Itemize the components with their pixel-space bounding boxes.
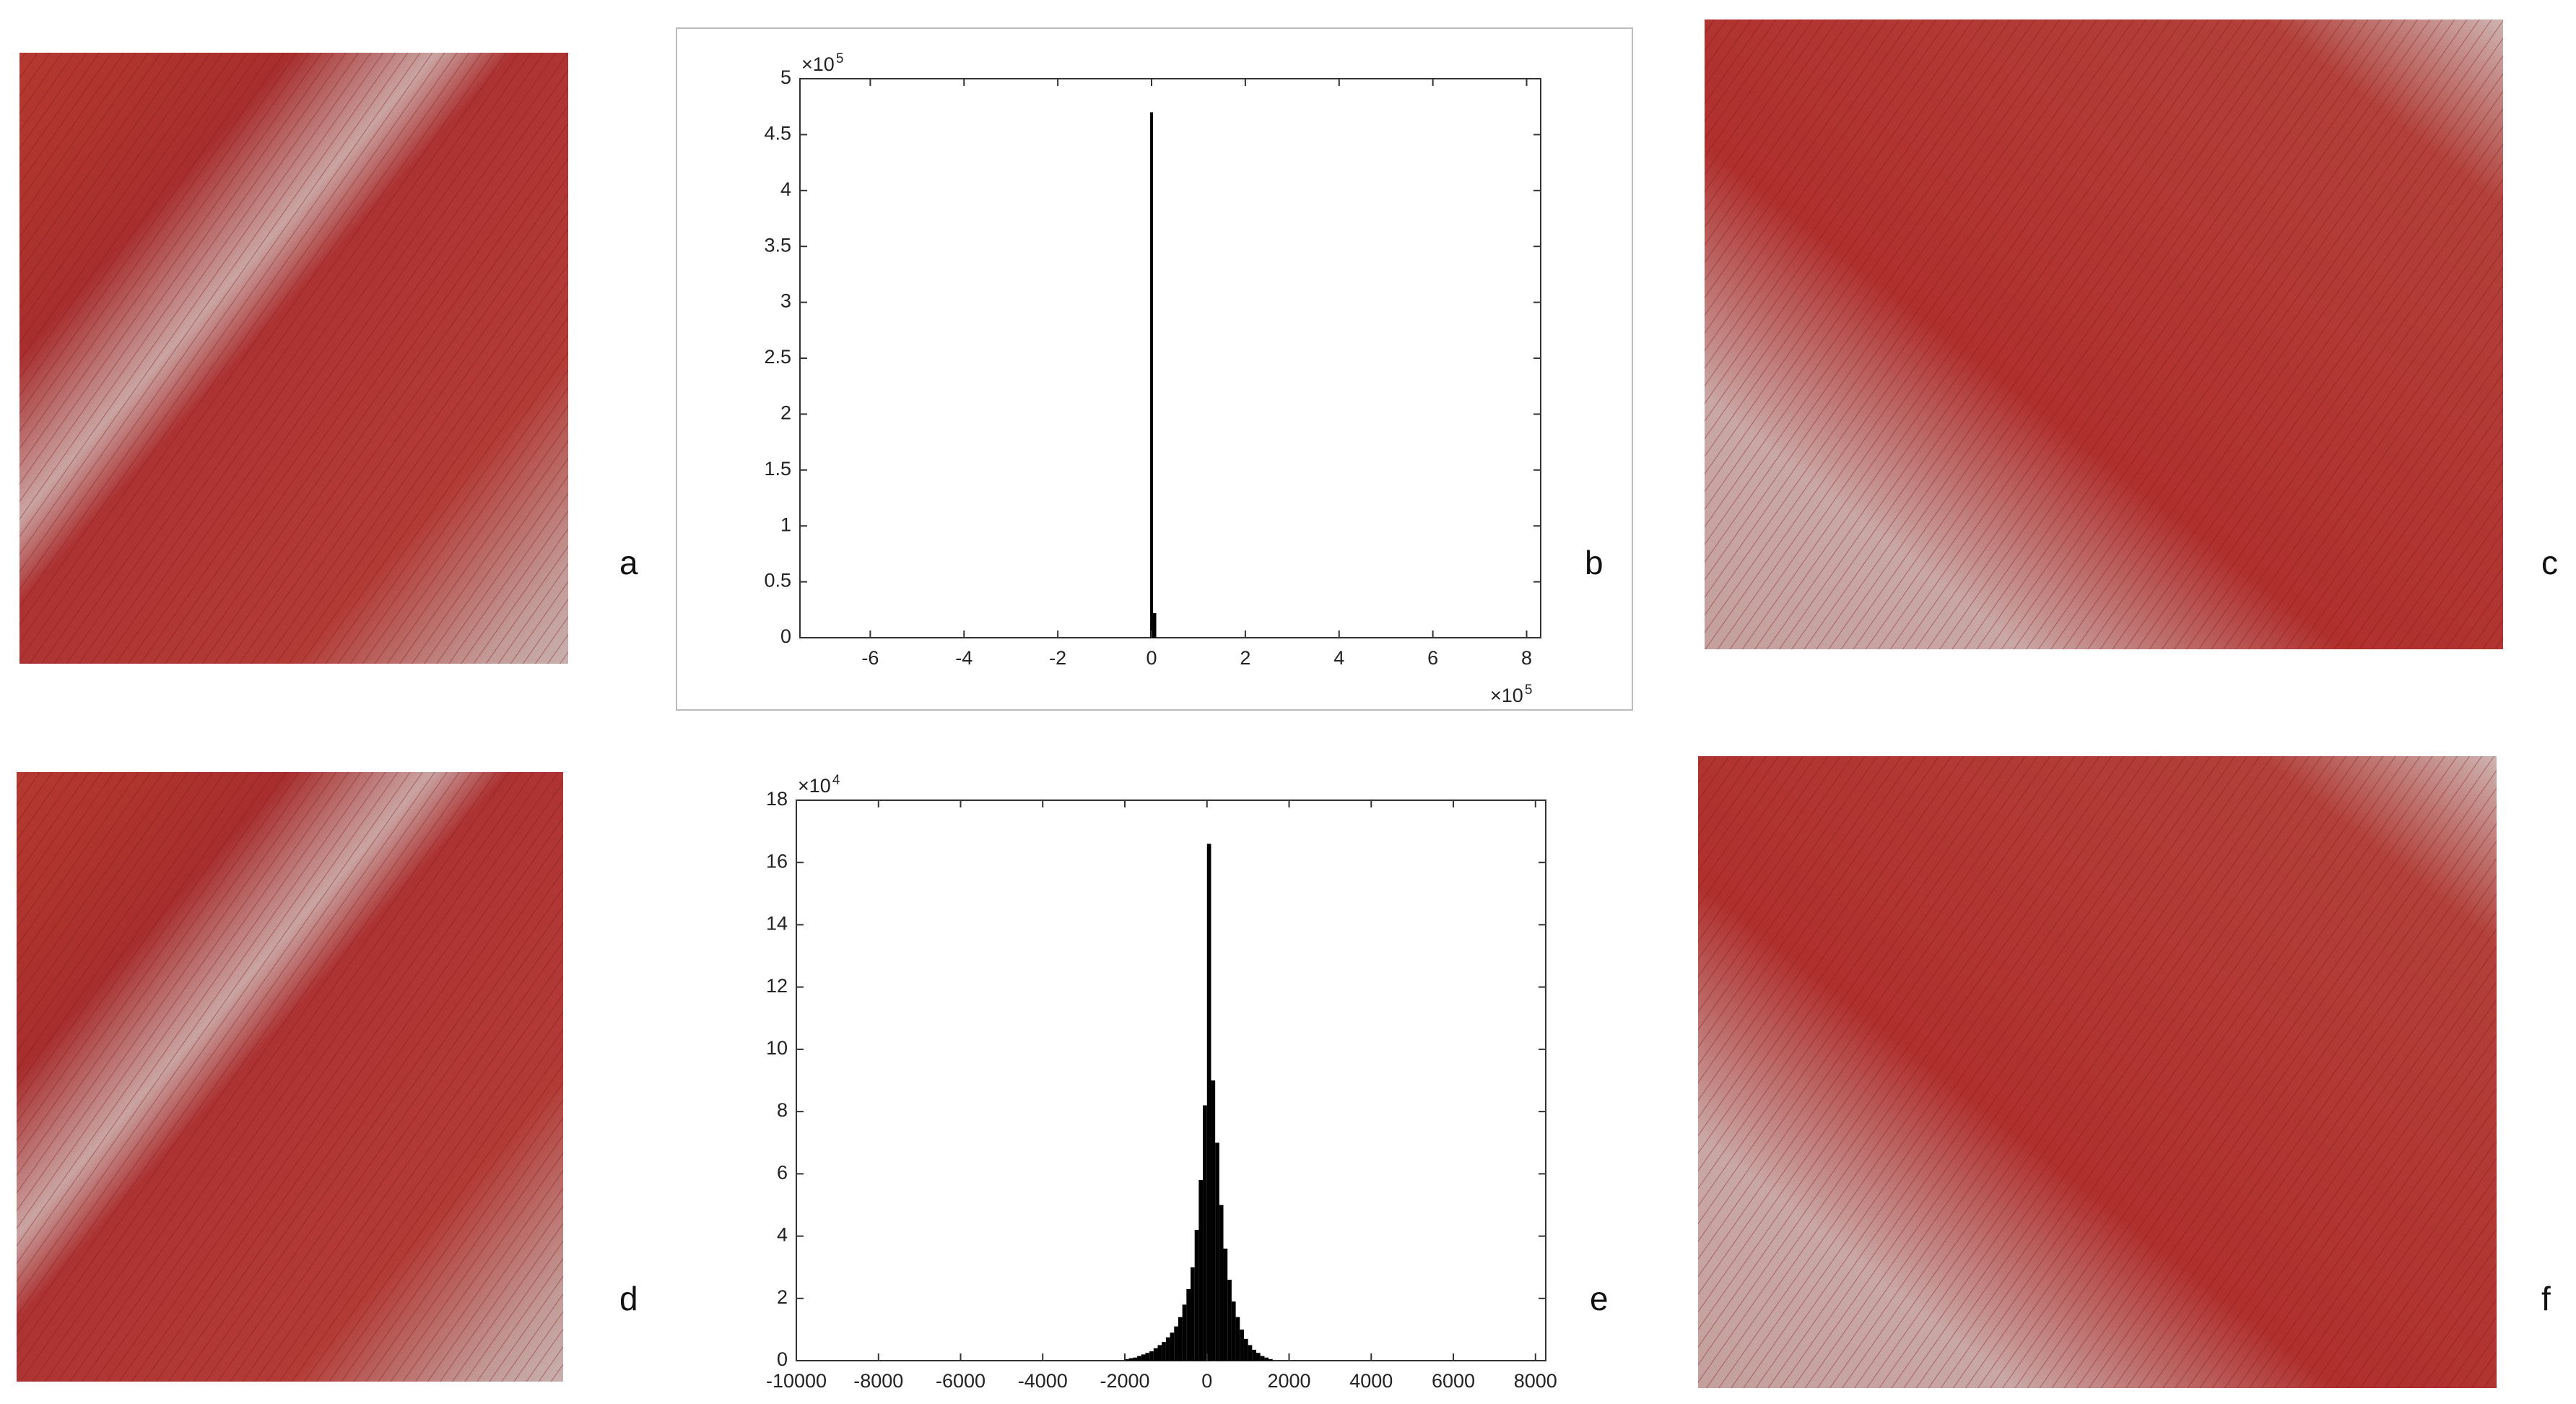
- x-tick-label: 8: [1521, 647, 1532, 669]
- y-tick-label: 2: [777, 1286, 788, 1308]
- panel-label: d: [619, 1280, 638, 1317]
- histogram-bar: [1198, 1179, 1204, 1361]
- y-tick-label: 3: [780, 290, 791, 312]
- y-tick-label: 10: [766, 1037, 788, 1059]
- histogram-bar: [1125, 1358, 1129, 1361]
- histogram-bar: [1157, 1345, 1162, 1361]
- histogram-bar: [1252, 1349, 1257, 1361]
- x-tick-label: 4000: [1349, 1370, 1393, 1392]
- panel-label: f: [2541, 1280, 2551, 1317]
- histogram-bar: [1153, 1348, 1158, 1361]
- histogram-bar: [1145, 1353, 1150, 1361]
- y-tick-label: 0: [777, 1348, 788, 1370]
- histogram-bar: [1256, 1353, 1261, 1361]
- y-tick-label: 1: [780, 514, 791, 535]
- histogram-bar: [1133, 1357, 1138, 1361]
- histogram-bar: [1194, 1229, 1199, 1361]
- histogram-bar: [1206, 844, 1211, 1361]
- y-tick-label: 2: [780, 402, 791, 424]
- x-tick-label: -4: [955, 647, 972, 669]
- histogram-bar: [1227, 1279, 1232, 1361]
- y-tick-label: 12: [766, 975, 788, 997]
- image-d: [17, 772, 563, 1382]
- y-tick-label: 0.5: [764, 570, 791, 592]
- x-tick-label: -2000: [1100, 1370, 1149, 1392]
- axis-multiplier-exponent: 5: [836, 51, 844, 66]
- axis-multiplier-exponent: 4: [832, 773, 840, 788]
- x-tick-label: 6000: [1432, 1370, 1475, 1392]
- x-tick-label: -6000: [936, 1370, 985, 1392]
- histogram-bar: [1211, 1080, 1216, 1361]
- panel-label: c: [2541, 544, 2558, 581]
- histogram-bar: [1203, 1105, 1207, 1361]
- y-tick-label: 3.5: [764, 234, 791, 256]
- y-tick-label: 8: [777, 1099, 788, 1121]
- x-tick-label: -2: [1049, 647, 1066, 669]
- histogram-bar: [1150, 112, 1153, 638]
- y-tick-label: 18: [766, 788, 788, 810]
- y-tick-label: 0: [780, 625, 791, 647]
- y-tick-label: 4: [777, 1224, 788, 1246]
- histogram-bar: [1223, 1248, 1228, 1361]
- histogram-bar: [1186, 1288, 1191, 1361]
- histogram-bar: [1215, 1143, 1219, 1361]
- histogram-bar: [1149, 1351, 1154, 1361]
- histogram-bar: [1170, 1332, 1175, 1361]
- image-a: [19, 53, 568, 664]
- y-tick-label: 16: [766, 850, 788, 872]
- axis-multiplier: ×10: [801, 53, 835, 75]
- image-f: [1698, 756, 2497, 1388]
- histogram-bar: [1248, 1345, 1253, 1361]
- histogram-bar: [1243, 1338, 1248, 1361]
- x-tick-label: -4000: [1018, 1370, 1068, 1392]
- histogram-bar: [1260, 1356, 1265, 1361]
- panel-label: a: [619, 544, 638, 581]
- histogram-bar: [1152, 612, 1157, 638]
- histogram-bar: [1191, 1267, 1195, 1361]
- histogram-bar: [1178, 1317, 1183, 1361]
- histogram-bar: [1128, 1358, 1133, 1361]
- histogram-bar: [1264, 1357, 1269, 1361]
- y-tick-label: 6: [777, 1161, 788, 1183]
- histogram-bar: [1174, 1326, 1178, 1361]
- image-c: [1705, 20, 2503, 649]
- x-tick-label: -8000: [853, 1370, 903, 1392]
- y-tick-label: 5: [780, 66, 791, 88]
- histogram-bar: [1240, 1329, 1244, 1361]
- axis-multiplier: ×10: [1490, 685, 1523, 706]
- axes-box: [799, 78, 1541, 638]
- axes-box: [796, 800, 1546, 1361]
- panel-label: e: [1590, 1280, 1609, 1317]
- x-tick-label: -10000: [766, 1370, 827, 1392]
- x-tick-label: 6: [1427, 647, 1438, 669]
- histogram-bar: [1165, 1337, 1170, 1361]
- histogram-bar: [1162, 1342, 1166, 1361]
- histogram-bar: [1231, 1301, 1236, 1361]
- x-tick-label: 0: [1146, 647, 1157, 669]
- x-tick-label: 4: [1333, 647, 1344, 669]
- y-tick-label: 1.5: [764, 458, 791, 480]
- y-tick-label: 4: [780, 178, 791, 200]
- x-tick-label: 0: [1201, 1370, 1212, 1392]
- histogram-bar: [1219, 1205, 1224, 1361]
- x-tick-label: 2: [1240, 647, 1250, 669]
- histogram-bar: [1137, 1356, 1141, 1361]
- x-tick-label: -6: [861, 647, 879, 669]
- axis-multiplier: ×10: [798, 775, 831, 797]
- x-tick-label: 8000: [1514, 1370, 1557, 1392]
- panel-frame: [676, 27, 1633, 711]
- histogram-bar: [1235, 1317, 1240, 1361]
- y-tick-label: 2.5: [764, 346, 791, 368]
- histogram-bar: [1182, 1304, 1187, 1361]
- x-tick-label: 2000: [1267, 1370, 1310, 1392]
- panel-label: b: [1585, 544, 1604, 581]
- y-tick-label: 4.5: [764, 123, 791, 144]
- histogram-bar: [1269, 1358, 1273, 1361]
- histogram-bar: [1141, 1354, 1146, 1361]
- axis-multiplier-exponent: 5: [1525, 682, 1533, 698]
- y-tick-label: 14: [766, 913, 788, 935]
